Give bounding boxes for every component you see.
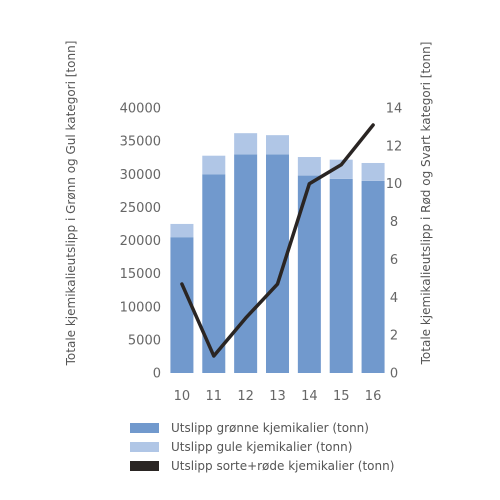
legend-label-black-red: Utslipp sorte+røde kjemikalier (tonn) <box>171 458 395 473</box>
x-tick-label: 14 <box>301 389 318 404</box>
y2-axis-ticks: 0 2 4 6 8 10 12 14 <box>386 102 403 382</box>
bar-green-12 <box>234 154 258 373</box>
y2-tick-label: 12 <box>386 139 403 154</box>
x-tick-label: 15 <box>333 389 350 404</box>
y-tick-label: 5000 <box>128 333 161 348</box>
y-axis-ticks: 0 5000 10000 15000 20000 25000 30000 35000 40000 <box>120 102 161 382</box>
bar-green-14 <box>297 175 321 373</box>
legend-item-yellow: Utslipp gule kjemikalier (tonn) <box>130 437 394 456</box>
bar-yellow-14 <box>297 157 321 176</box>
bars-group <box>170 133 385 373</box>
y-tick-label: 15000 <box>120 267 161 282</box>
x-tick-label: 16 <box>365 389 382 404</box>
legend-swatch-yellow <box>130 441 159 452</box>
bar-yellow-15 <box>329 159 353 179</box>
y-tick-label: 35000 <box>120 135 161 150</box>
y-tick-label: 20000 <box>120 234 161 249</box>
y-tick-label: 30000 <box>120 168 161 183</box>
legend-item-green: Utslipp grønne kjemikalier (tonn) <box>130 418 394 437</box>
y2-tick-label: 4 <box>390 291 398 306</box>
legend-label-green: Utslipp grønne kjemikalier (tonn) <box>171 420 369 435</box>
y2-tick-label: 10 <box>386 177 403 192</box>
legend: Utslipp grønne kjemikalier (tonn) Utslip… <box>130 418 394 475</box>
y2-tick-label: 2 <box>390 329 398 344</box>
x-tick-label: 11 <box>206 389 223 404</box>
legend-label-yellow: Utslipp gule kjemikalier (tonn) <box>171 439 353 454</box>
bar-yellow-10 <box>170 223 194 238</box>
bar-green-15 <box>329 178 353 373</box>
bar-yellow-13 <box>266 135 289 155</box>
bar-green-11 <box>202 174 226 373</box>
y-tick-label: 40000 <box>120 102 161 117</box>
y2-tick-label: 14 <box>386 102 403 117</box>
y-axis-title: Totale kjemikalieutslipp i Grønn og Gul … <box>64 41 78 367</box>
bar-yellow-11 <box>202 155 226 175</box>
bar-green-13 <box>266 154 289 373</box>
y2-tick-label: 0 <box>390 367 398 382</box>
legend-swatch-black-red <box>130 460 159 471</box>
y2-tick-label: 8 <box>390 215 398 230</box>
x-tick-label: 10 <box>174 389 191 404</box>
legend-item-black-red: Utslipp sorte+røde kjemikalier (tonn) <box>130 456 394 475</box>
x-axis-ticks: 10 11 12 13 14 15 16 <box>174 389 382 404</box>
x-tick-label: 13 <box>269 389 286 404</box>
y2-axis-title: Totale kjemikalieutslipp i Rød og Svart … <box>419 42 433 366</box>
bar-green-10 <box>170 237 194 373</box>
bar-green-16 <box>361 180 385 373</box>
line-group <box>180 123 375 358</box>
y-tick-label: 25000 <box>120 201 161 216</box>
legend-swatch-green <box>130 422 159 433</box>
y-tick-label: 10000 <box>120 300 161 315</box>
bar-yellow-12 <box>234 133 258 155</box>
y-tick-label: 0 <box>153 367 161 382</box>
bar-yellow-16 <box>361 162 385 181</box>
y2-tick-label: 6 <box>390 253 398 268</box>
x-tick-label: 12 <box>237 389 254 404</box>
